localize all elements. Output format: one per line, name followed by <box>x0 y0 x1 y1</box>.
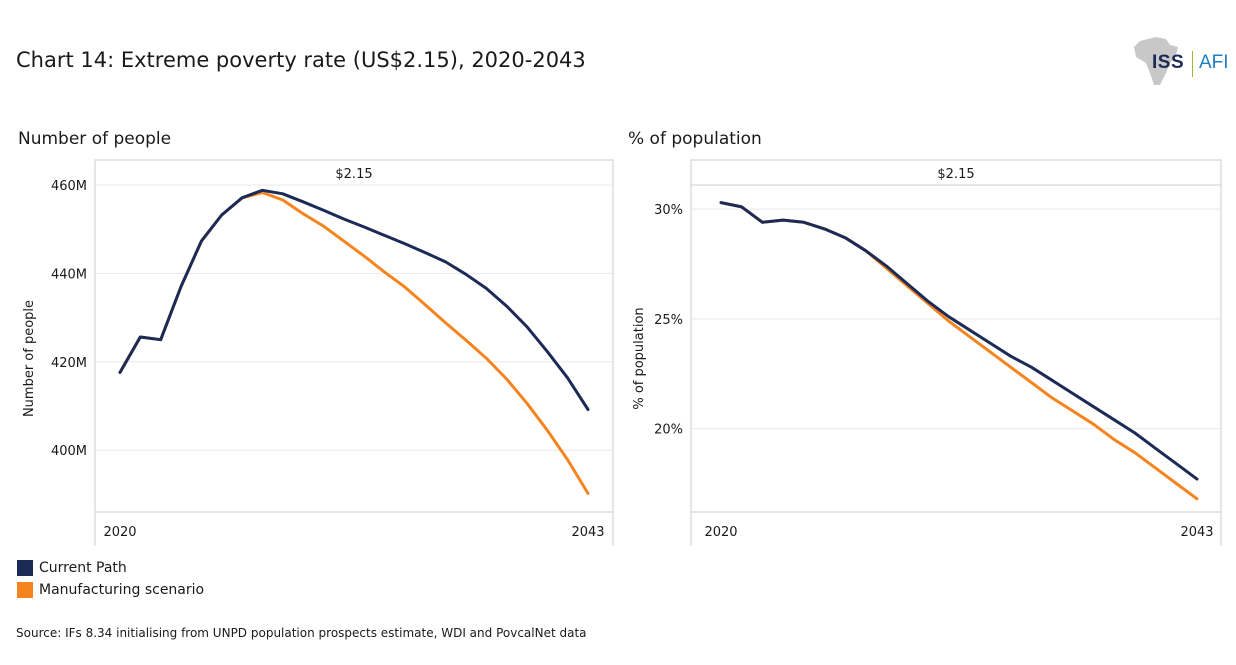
legend-label-manufacturing: Manufacturing scenario <box>39 582 205 598</box>
facet-header <box>690 159 1222 186</box>
legend-swatch-manufacturing <box>17 582 33 598</box>
right-panel-title: % of population <box>628 129 762 149</box>
y-axis-label: % of population <box>632 307 647 409</box>
y-axis-label: Number of people <box>22 300 37 417</box>
x-tick-label: 2020 <box>103 525 136 540</box>
africa-map-icon <box>1134 37 1178 85</box>
source-note: Source: IFs 8.34 initialising from UNPD … <box>16 626 587 640</box>
left-panel-title: Number of people <box>18 129 172 149</box>
series-line-manufacturing <box>118 191 590 495</box>
series-line-current <box>118 188 590 411</box>
iss-afi-logo: ISS AFI <box>1126 33 1230 89</box>
facet-header <box>94 159 614 186</box>
facet-label: $2.15 <box>335 167 372 182</box>
chart-panel-2: $2.15 20% 25% 30% 2020 2043 % of population <box>632 159 1222 546</box>
logo-iss-text: ISS <box>1152 52 1185 73</box>
y-tick-label: 400M <box>51 444 87 459</box>
x-tick-label: 2043 <box>1180 525 1213 540</box>
logo-afi-text: AFI <box>1199 52 1229 73</box>
legend-label-current: Current Path <box>39 560 127 576</box>
legend-item-manufacturing: Manufacturing scenario <box>17 579 204 601</box>
y-tick-label: 420M <box>51 356 87 371</box>
y-tick-label: 25% <box>654 313 683 328</box>
series-line-manufacturing <box>719 201 1199 501</box>
y-tick-label: 30% <box>654 203 683 218</box>
legend: Current Path Manufacturing scenario <box>17 557 204 601</box>
y-tick-label: 20% <box>654 423 683 438</box>
x-tick-label: 2043 <box>571 525 604 540</box>
series-line-current <box>719 201 1199 481</box>
x-tick-label: 2020 <box>704 525 737 540</box>
y-tick-label: 440M <box>51 267 87 282</box>
y-tick-label: 460M <box>51 179 87 194</box>
facet-label: $2.15 <box>937 167 974 182</box>
chart-panel-1: $2.15 400M 420M 440M 460M 2020 2043 Number of p… <box>22 159 614 546</box>
legend-item-current-path: Current Path <box>17 557 204 579</box>
legend-swatch-current <box>17 560 33 576</box>
logo-divider <box>1192 51 1193 77</box>
chart-title: Chart 14: Extreme poverty rate (US$2.15)… <box>16 48 586 72</box>
